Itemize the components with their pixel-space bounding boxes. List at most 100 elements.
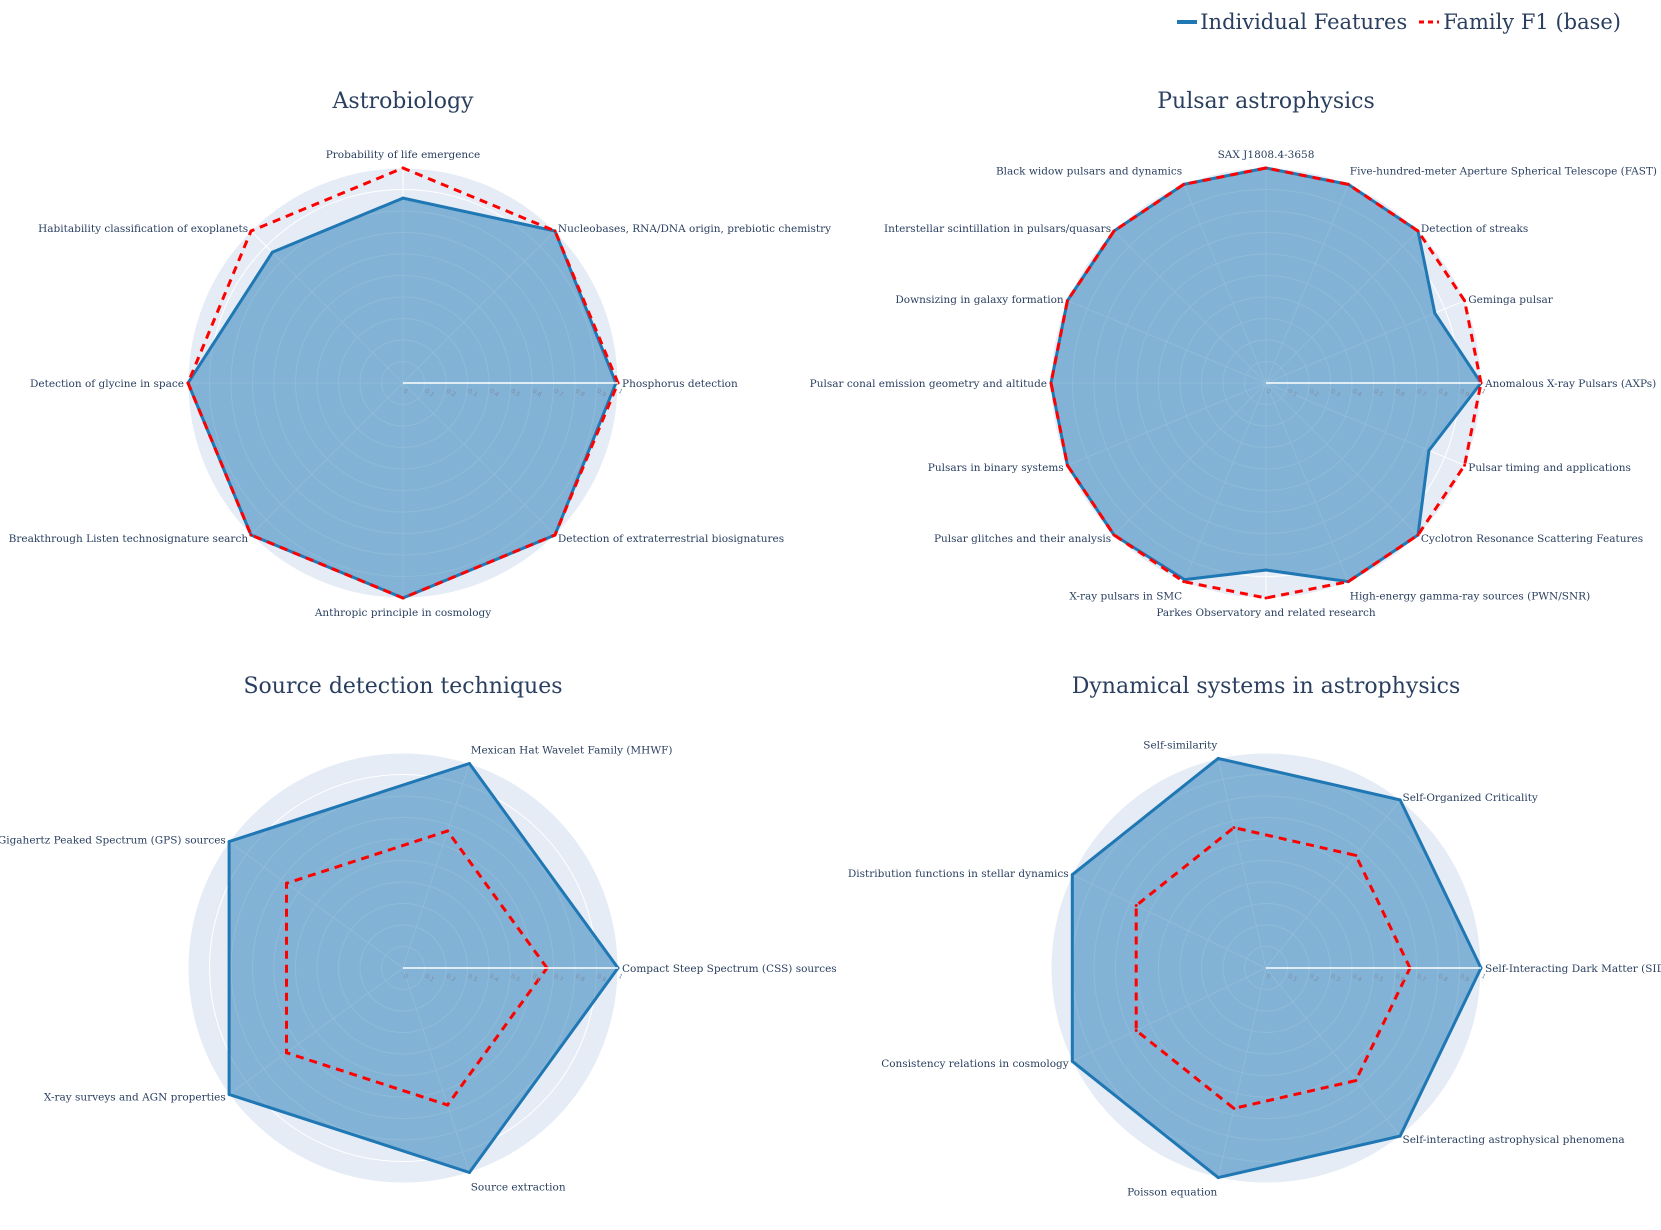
chart-title: Source detection techniques [243, 674, 562, 699]
radial-tick-label: 0.4 [488, 973, 500, 984]
point-family[interactable] [1232, 1106, 1236, 1110]
category-label: Gigahertz Peaked Spectrum (GPS) sources [0, 834, 226, 846]
category-label: Anthropic principle in cosmology [314, 607, 491, 619]
radial-tick-label: 0.1 [1287, 388, 1299, 399]
category-label: Parkes Observatory and related research [1156, 607, 1376, 619]
radial-tick-label: 0.9 [596, 388, 608, 399]
category-label: X-ray pulsars in SMC [1069, 590, 1182, 602]
category-label: Pulsars in binary systems [928, 462, 1064, 474]
point-family[interactable] [1346, 580, 1350, 584]
point-family[interactable] [1354, 853, 1358, 857]
point-family[interactable] [1182, 182, 1186, 186]
chart-title: Astrobiology [332, 89, 475, 114]
category-label: Consistency relations in cosmology [881, 1058, 1069, 1070]
legend-item-family[interactable]: Family F1 (base) [1419, 10, 1621, 34]
point-family[interactable] [1049, 381, 1053, 385]
radial-tick-label: 1 [1480, 388, 1487, 396]
legend-swatch-dashed [1419, 20, 1440, 24]
point-individual[interactable] [1070, 873, 1074, 877]
category-label: Probability of life emergence [326, 149, 481, 161]
point-family[interactable] [1416, 229, 1420, 233]
point-individual[interactable] [401, 196, 405, 200]
point-family[interactable] [186, 381, 190, 385]
point-family[interactable] [1065, 299, 1069, 303]
radial-tick-label: 0.5 [1373, 973, 1385, 984]
point-individual[interactable] [467, 762, 471, 765]
point-individual[interactable] [1398, 1134, 1402, 1138]
category-label: Detection of extraterrestrial biosignatu… [558, 533, 784, 545]
radial-tick-label: 0 [1265, 388, 1272, 396]
point-individual[interactable] [1216, 1176, 1220, 1180]
point-family[interactable] [249, 229, 253, 233]
category-label: Self-interacting astrophysical phenomena [1403, 1134, 1625, 1146]
radial-tick-label: 0.1 [1287, 973, 1299, 984]
legend-label-family: Family F1 (base) [1443, 10, 1621, 34]
series-family-f1[interactable] [285, 829, 549, 1107]
category-label: Compact Steep Spectrum (CSS) sources [622, 963, 837, 975]
point-family[interactable] [1065, 463, 1069, 467]
point-individual[interactable] [1216, 756, 1220, 760]
category-label: Geminga pulsar [1468, 294, 1553, 306]
point-family[interactable] [249, 533, 253, 537]
point-individual[interactable] [467, 1171, 471, 1174]
point-individual[interactable] [227, 840, 231, 844]
radial-tick-label: 0.1 [424, 973, 436, 984]
point-individual[interactable] [1398, 798, 1402, 802]
radial-tick-label: 0.3 [1330, 388, 1342, 399]
point-family[interactable] [1134, 904, 1138, 907]
radial-tick-label: 0.7 [553, 388, 565, 399]
category-label: Source extraction [471, 1181, 566, 1193]
category-label: Mexican Hat Wavelet Family (MHWF) [471, 745, 673, 757]
point-family[interactable] [1354, 1079, 1358, 1083]
category-label: Black widow pulsars and dynamics [996, 166, 1182, 178]
point-individual[interactable] [1264, 568, 1268, 572]
point-family[interactable] [401, 166, 405, 170]
legend-item-individual[interactable]: Individual Features [1177, 10, 1407, 34]
category-label: Detection of streaks [1421, 223, 1528, 235]
radial-tick-label: 0 [402, 973, 409, 981]
point-individual[interactable] [227, 1092, 231, 1096]
point-family[interactable] [446, 829, 449, 833]
legend-swatch-solid [1177, 20, 1198, 24]
point-family[interactable] [553, 533, 557, 537]
radial-tick-label: 0.4 [1351, 973, 1363, 984]
point-family[interactable] [1134, 1029, 1138, 1032]
point-family[interactable] [1112, 229, 1116, 233]
point-family[interactable] [1463, 299, 1467, 303]
radial-tick-label: 0.2 [445, 973, 457, 984]
point-family[interactable] [553, 229, 557, 233]
point-family[interactable] [446, 1103, 449, 1107]
point-individual[interactable] [1427, 449, 1431, 452]
radar-panel-dynamical-systems-in-astrophysics: Dynamical systems in astrophysics 0 0.1 0.2… [848, 674, 1661, 1199]
point-family[interactable] [1346, 182, 1350, 186]
chart-title: Pulsar astrophysics [1157, 89, 1375, 114]
point-individual[interactable] [1070, 1059, 1074, 1063]
radial-tick-label: 0.8 [574, 973, 586, 984]
radial-tick-label: 0.1 [424, 388, 436, 399]
category-label: Pulsar glitches and their analysis [934, 533, 1111, 545]
point-individual[interactable] [270, 250, 274, 254]
radar-panel-astrobiology: Astrobiology 0 0.1 0.2 0.3 0.4 0.5 0.6 0.7 0.8 0.9… [9, 89, 832, 619]
chart-legend: Individual Features Family F1 (base) [1165, 10, 1621, 34]
series-family-f1[interactable] [1134, 825, 1412, 1111]
point-family[interactable] [1232, 826, 1236, 830]
point-family[interactable] [1112, 533, 1116, 537]
radar-panel-pulsar-astrophysics: Pulsar astrophysics 0 0.1 0.2 0.3 0.4 0.5 0.6 0.… [810, 89, 1657, 619]
point-family[interactable] [1264, 596, 1268, 600]
radial-tick-label: 0.3 [1330, 973, 1342, 984]
radial-tick-label: 0.9 [1459, 973, 1471, 984]
radial-tick-label: 0.8 [1437, 973, 1449, 984]
radial-tick-label: 0.3 [467, 973, 479, 984]
point-family[interactable] [1182, 580, 1186, 584]
point-family[interactable] [1416, 533, 1420, 537]
radial-tick-label: 0.5 [510, 388, 522, 399]
radial-tick-label: 0.8 [1437, 388, 1449, 399]
point-family[interactable] [1264, 166, 1268, 170]
point-individual[interactable] [1433, 311, 1437, 315]
category-label: X-ray surveys and AGN properties [44, 1092, 226, 1104]
point-family[interactable] [285, 1051, 288, 1055]
point-family[interactable] [1463, 463, 1467, 467]
point-family[interactable] [285, 881, 288, 885]
point-family[interactable] [401, 596, 405, 600]
radial-tick-label: 0.7 [553, 973, 565, 984]
